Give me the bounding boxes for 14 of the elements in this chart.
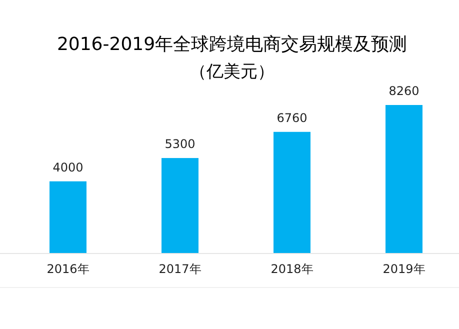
chart-subtitle: （亿美元） bbox=[190, 62, 274, 82]
bar bbox=[386, 105, 422, 253]
bar bbox=[274, 132, 310, 253]
x-tick-label: 2018年 bbox=[270, 262, 314, 276]
data-label: 6760 bbox=[276, 110, 308, 125]
data-label: 5300 bbox=[164, 137, 196, 152]
chart-title: 2016-2019年全球跨境电商交易规模及预测 bbox=[56, 34, 408, 55]
x-tick-label: 2017年 bbox=[158, 262, 202, 276]
bar bbox=[162, 158, 198, 253]
x-tick-label: 2016年 bbox=[46, 262, 90, 276]
data-label: 8260 bbox=[388, 84, 420, 98]
bar bbox=[50, 181, 86, 253]
x-tick-label: 2019年 bbox=[382, 262, 426, 276]
data-label: 4000 bbox=[52, 160, 84, 174]
